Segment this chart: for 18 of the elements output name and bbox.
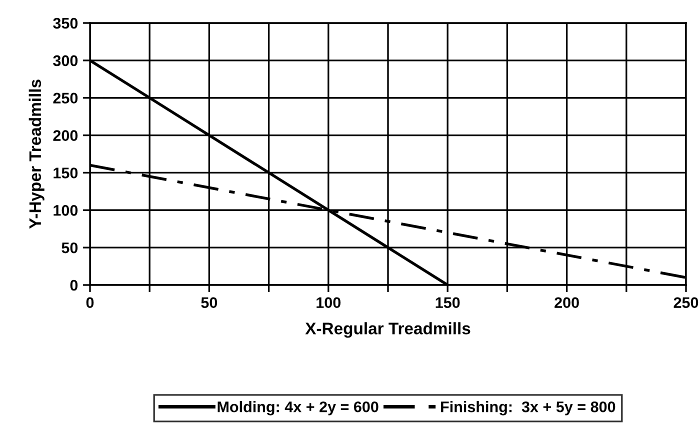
legend-label: Molding: 4x + 2y = 600 bbox=[218, 401, 378, 416]
legend-label: Finishing: 3x + 5y = 800 bbox=[441, 401, 616, 416]
y-tick-label: 150 bbox=[54, 168, 78, 178]
y-tick-label: 300 bbox=[53, 55, 78, 66]
y-tick-label: 100 bbox=[54, 205, 78, 216]
x-tick-label: 200 bbox=[554, 297, 579, 308]
x-tick-label: 0 bbox=[86, 297, 94, 308]
x-axis-title: X-Regular Treadmills bbox=[305, 322, 470, 338]
x-tick-label: 50 bbox=[201, 297, 218, 308]
y-tick-label: 200 bbox=[53, 130, 78, 141]
y-tick-label: 0 bbox=[70, 280, 78, 291]
x-tick-label: 100 bbox=[316, 297, 341, 308]
y-tick-label: 350 bbox=[53, 18, 78, 29]
y-tick-label: 250 bbox=[53, 92, 78, 104]
y-axis-title: Y-Hyper Treadmills bbox=[28, 80, 44, 229]
x-tick-label: 150 bbox=[436, 297, 460, 308]
x-tick-label: 250 bbox=[674, 297, 698, 308]
y-tick-label: 50 bbox=[62, 242, 78, 254]
